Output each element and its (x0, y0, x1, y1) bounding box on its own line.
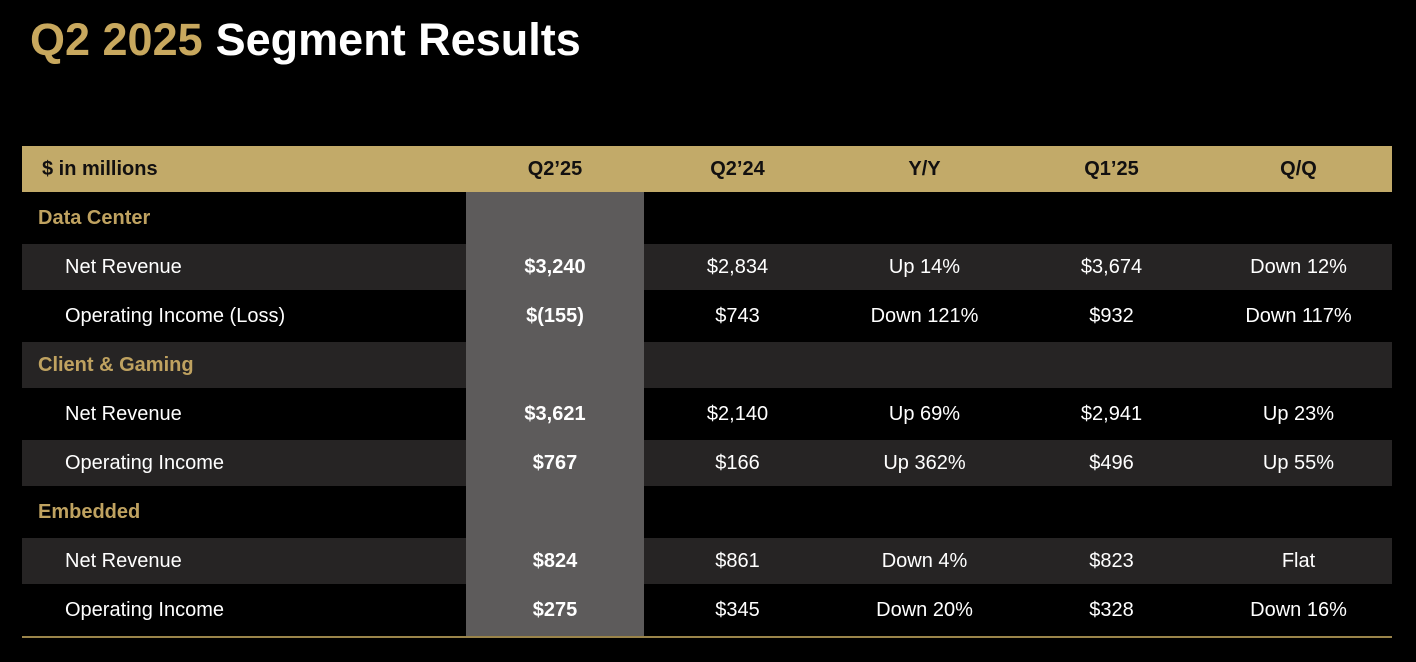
table-row-cg-net-revenue: Net Revenue $3,621 $2,140 Up 69% $2,941 … (22, 391, 1392, 437)
column-header-q1-25: Q1’25 (1084, 157, 1139, 180)
cell-yy: Down 4% (881, 549, 968, 572)
row-label: Net Revenue (65, 549, 182, 572)
cell-q1-25: $932 (1089, 304, 1134, 327)
cell-yy: Up 362% (883, 451, 966, 474)
cell-q1-25: $496 (1089, 451, 1134, 474)
cell-q1-25: $2,941 (1080, 402, 1143, 425)
segment-results-table: $ in millions Q2’25 Q2’24 Y/Y Q1’25 Q/Q … (22, 146, 1392, 638)
table-row-cg-operating-income: Operating Income $767 $166 Up 362% $496 … (22, 440, 1392, 486)
cell-q2-25: $3,621 (524, 402, 586, 425)
section-row-client-gaming: Client & Gaming (22, 342, 1392, 388)
section-label: Embedded (38, 500, 141, 523)
row-label: Operating Income (65, 451, 224, 474)
table-header-row: $ in millions Q2’25 Q2’24 Y/Y Q1’25 Q/Q (22, 146, 1392, 192)
cell-q1-25: $3,674 (1080, 255, 1143, 278)
cell-yy: Up 14% (888, 255, 961, 278)
cell-q2-25: $(155) (526, 304, 584, 327)
section-label: Data Center (38, 206, 151, 229)
column-header-yy: Y/Y (908, 157, 941, 180)
table-row-dc-operating-income: Operating Income (Loss) $(155) $743 Down… (22, 293, 1392, 339)
cell-q2-24: $2,140 (706, 402, 769, 425)
cell-q2-24: $166 (715, 451, 760, 474)
cell-q2-25: $767 (532, 451, 578, 474)
column-header-unit: $ in millions (42, 157, 158, 180)
cell-q2-24: $743 (715, 304, 760, 327)
section-row-data-center: Data Center (22, 195, 1392, 241)
table-row-emb-operating-income: Operating Income $275 $345 Down 20% $328… (22, 587, 1392, 633)
row-label: Net Revenue (65, 255, 182, 278)
column-header-qq: Q/Q (1280, 157, 1317, 180)
page-title: Q2 2025 Segment Results (30, 14, 581, 66)
cell-q2-25: $3,240 (524, 255, 586, 278)
section-label: Client & Gaming (38, 353, 194, 376)
cell-qq: Up 23% (1262, 402, 1335, 425)
table-row-emb-net-revenue: Net Revenue $824 $861 Down 4% $823 Flat (22, 538, 1392, 584)
cell-qq: Down 16% (1250, 598, 1347, 621)
cell-qq: Up 55% (1262, 451, 1335, 474)
q2-25-highlight-column (466, 192, 644, 636)
cell-qq: Down 117% (1245, 304, 1352, 327)
title-text: Segment Results (215, 14, 581, 65)
row-label: Operating Income (65, 598, 224, 621)
column-header-q2-24: Q2’24 (710, 157, 765, 180)
row-label: Operating Income (Loss) (65, 304, 286, 327)
cell-q2-24: $345 (715, 598, 760, 621)
column-header-q2-25: Q2’25 (527, 157, 583, 180)
cell-q1-25: $328 (1089, 598, 1134, 621)
cell-q2-24: $861 (715, 549, 760, 572)
row-label: Net Revenue (65, 402, 182, 425)
cell-yy: Down 20% (876, 598, 973, 621)
cell-qq: Flat (1281, 549, 1316, 572)
cell-q2-24: $2,834 (706, 255, 769, 278)
cell-q2-25: $824 (532, 549, 578, 572)
cell-q2-25: $275 (532, 598, 578, 621)
cell-qq: Down 12% (1250, 255, 1347, 278)
cell-yy: Down 121% (870, 304, 979, 327)
table-bottom-rule (22, 636, 1392, 638)
cell-yy: Up 69% (888, 402, 961, 425)
table-row-dc-net-revenue: Net Revenue $3,240 $2,834 Up 14% $3,674 … (22, 244, 1392, 290)
cell-q1-25: $823 (1089, 549, 1134, 572)
title-quarter: Q2 2025 (30, 14, 203, 65)
section-row-embedded: Embedded (22, 489, 1392, 535)
